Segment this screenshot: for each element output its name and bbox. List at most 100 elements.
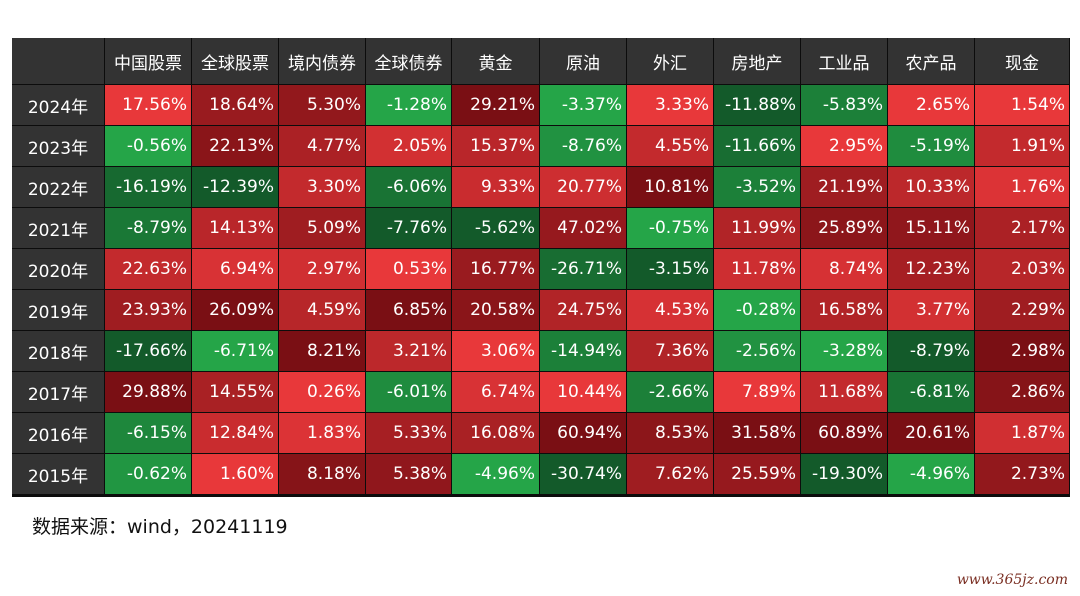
heatmap-cell: 26.09% [192, 290, 279, 331]
heatmap-cell: 6.74% [452, 372, 540, 413]
row-header-year: 2021年 [12, 208, 105, 249]
heatmap-cell: 11.99% [714, 208, 801, 249]
heatmap-cell: 3.30% [279, 167, 366, 208]
row-header-year: 2020年 [12, 249, 105, 290]
heatmap-cell: -11.88% [714, 85, 801, 126]
heatmap-cell: 7.36% [627, 331, 714, 372]
heatmap-cell: 15.37% [452, 126, 540, 167]
heatmap-cell: 8.18% [279, 454, 366, 495]
heatmap-cell: -5.83% [801, 85, 888, 126]
heatmap-cell: 1.87% [975, 413, 1070, 454]
source-note: 数据来源：wind，20241119 [32, 516, 288, 538]
heatmap-cell: 18.64% [192, 85, 279, 126]
heatmap-cell: 1.60% [192, 454, 279, 495]
row-header-year: 2016年 [12, 413, 105, 454]
heatmap-cell: 7.62% [627, 454, 714, 495]
row-header-year: 2024年 [12, 85, 105, 126]
heatmap-cell: 25.59% [714, 454, 801, 495]
heatmap-cell: 10.33% [888, 167, 975, 208]
heatmap-cell: 2.05% [366, 126, 452, 167]
heatmap-cell: 4.77% [279, 126, 366, 167]
heatmap-cell: 16.77% [452, 249, 540, 290]
column-header: 工业品 [801, 38, 888, 85]
heatmap-cell: 8.53% [627, 413, 714, 454]
heatmap-cell: 47.02% [540, 208, 627, 249]
column-header: 外汇 [627, 38, 714, 85]
heatmap-cell: 2.97% [279, 249, 366, 290]
column-header: 境内债券 [279, 38, 366, 85]
heatmap-cell: 10.81% [627, 167, 714, 208]
heatmap-cell: -5.19% [888, 126, 975, 167]
column-header: 全球股票 [192, 38, 279, 85]
heatmap-cell: 7.89% [714, 372, 801, 413]
heatmap-cell: 21.19% [801, 167, 888, 208]
heatmap-cell: -0.56% [105, 126, 192, 167]
heatmap-cell: -6.06% [366, 167, 452, 208]
row-header-year: 2022年 [12, 167, 105, 208]
heatmap-cell: 3.06% [452, 331, 540, 372]
heatmap-cell: 8.74% [801, 249, 888, 290]
heatmap-cell: 5.33% [366, 413, 452, 454]
heatmap-cell: -6.15% [105, 413, 192, 454]
heatmap-cell: 29.88% [105, 372, 192, 413]
heatmap-cell: 20.61% [888, 413, 975, 454]
row-header-year: 2017年 [12, 372, 105, 413]
heatmap-cell: 3.77% [888, 290, 975, 331]
heatmap-cell: 3.21% [366, 331, 452, 372]
heatmap-cell: -3.28% [801, 331, 888, 372]
heatmap-cell: 5.09% [279, 208, 366, 249]
heatmap-cell: 2.03% [975, 249, 1070, 290]
heatmap-cell: -8.76% [540, 126, 627, 167]
heatmap-cell: 9.33% [452, 167, 540, 208]
heatmap-cell: 1.91% [975, 126, 1070, 167]
heatmap-cell: 29.21% [452, 85, 540, 126]
heatmap-cell: 2.98% [975, 331, 1070, 372]
heatmap-cell: -3.52% [714, 167, 801, 208]
column-header: 黄金 [452, 38, 540, 85]
heatmap-cell: -2.66% [627, 372, 714, 413]
heatmap-cell: 0.53% [366, 249, 452, 290]
heatmap-cell: -12.39% [192, 167, 279, 208]
heatmap-cell: 22.63% [105, 249, 192, 290]
heatmap-cell: 14.55% [192, 372, 279, 413]
heatmap-cell: -0.62% [105, 454, 192, 495]
heatmap-cell: 4.55% [627, 126, 714, 167]
heatmap-cell: 22.13% [192, 126, 279, 167]
heatmap-cell: -17.66% [105, 331, 192, 372]
heatmap-cell: 12.23% [888, 249, 975, 290]
heatmap-cell: 60.89% [801, 413, 888, 454]
heatmap-cell: 4.59% [279, 290, 366, 331]
heatmap-cell: 16.08% [452, 413, 540, 454]
column-header: 现金 [975, 38, 1070, 85]
heatmap-cell: -0.75% [627, 208, 714, 249]
row-header-year: 2015年 [12, 454, 105, 495]
heatmap-cell: 2.65% [888, 85, 975, 126]
heatmap-cell: -6.01% [366, 372, 452, 413]
heatmap-cell: 0.26% [279, 372, 366, 413]
heatmap-cell: 2.86% [975, 372, 1070, 413]
heatmap-cell: 2.29% [975, 290, 1070, 331]
heatmap-cell: -7.76% [366, 208, 452, 249]
heatmap-cell: -4.96% [452, 454, 540, 495]
heatmap-cell: 23.93% [105, 290, 192, 331]
heatmap-cell: 6.94% [192, 249, 279, 290]
heatmap-cell: 31.58% [714, 413, 801, 454]
heatmap-cell: -6.81% [888, 372, 975, 413]
heatmap-cell: -30.74% [540, 454, 627, 495]
heatmap-cell: 2.95% [801, 126, 888, 167]
returns-heatmap: 中国股票 全球股票 境内债券 全球债券 黄金 原油 外汇 房地产 工业品 农产品 现金 2024年 17… [12, 38, 1070, 497]
heatmap-cell: 11.68% [801, 372, 888, 413]
heatmap-cell: 25.89% [801, 208, 888, 249]
column-header: 全球债券 [366, 38, 452, 85]
header-corner [12, 38, 105, 85]
heatmap-cell: 5.30% [279, 85, 366, 126]
heatmap-cell: 12.84% [192, 413, 279, 454]
heatmap-cell: 3.33% [627, 85, 714, 126]
heatmap-cell: -4.96% [888, 454, 975, 495]
heatmap-cell: 11.78% [714, 249, 801, 290]
heatmap-cell: 1.54% [975, 85, 1070, 126]
heatmap-cell: -2.56% [714, 331, 801, 372]
heatmap-cell: 24.75% [540, 290, 627, 331]
watermark: www.365jz.com [956, 572, 1068, 588]
heatmap-cell: -6.71% [192, 331, 279, 372]
